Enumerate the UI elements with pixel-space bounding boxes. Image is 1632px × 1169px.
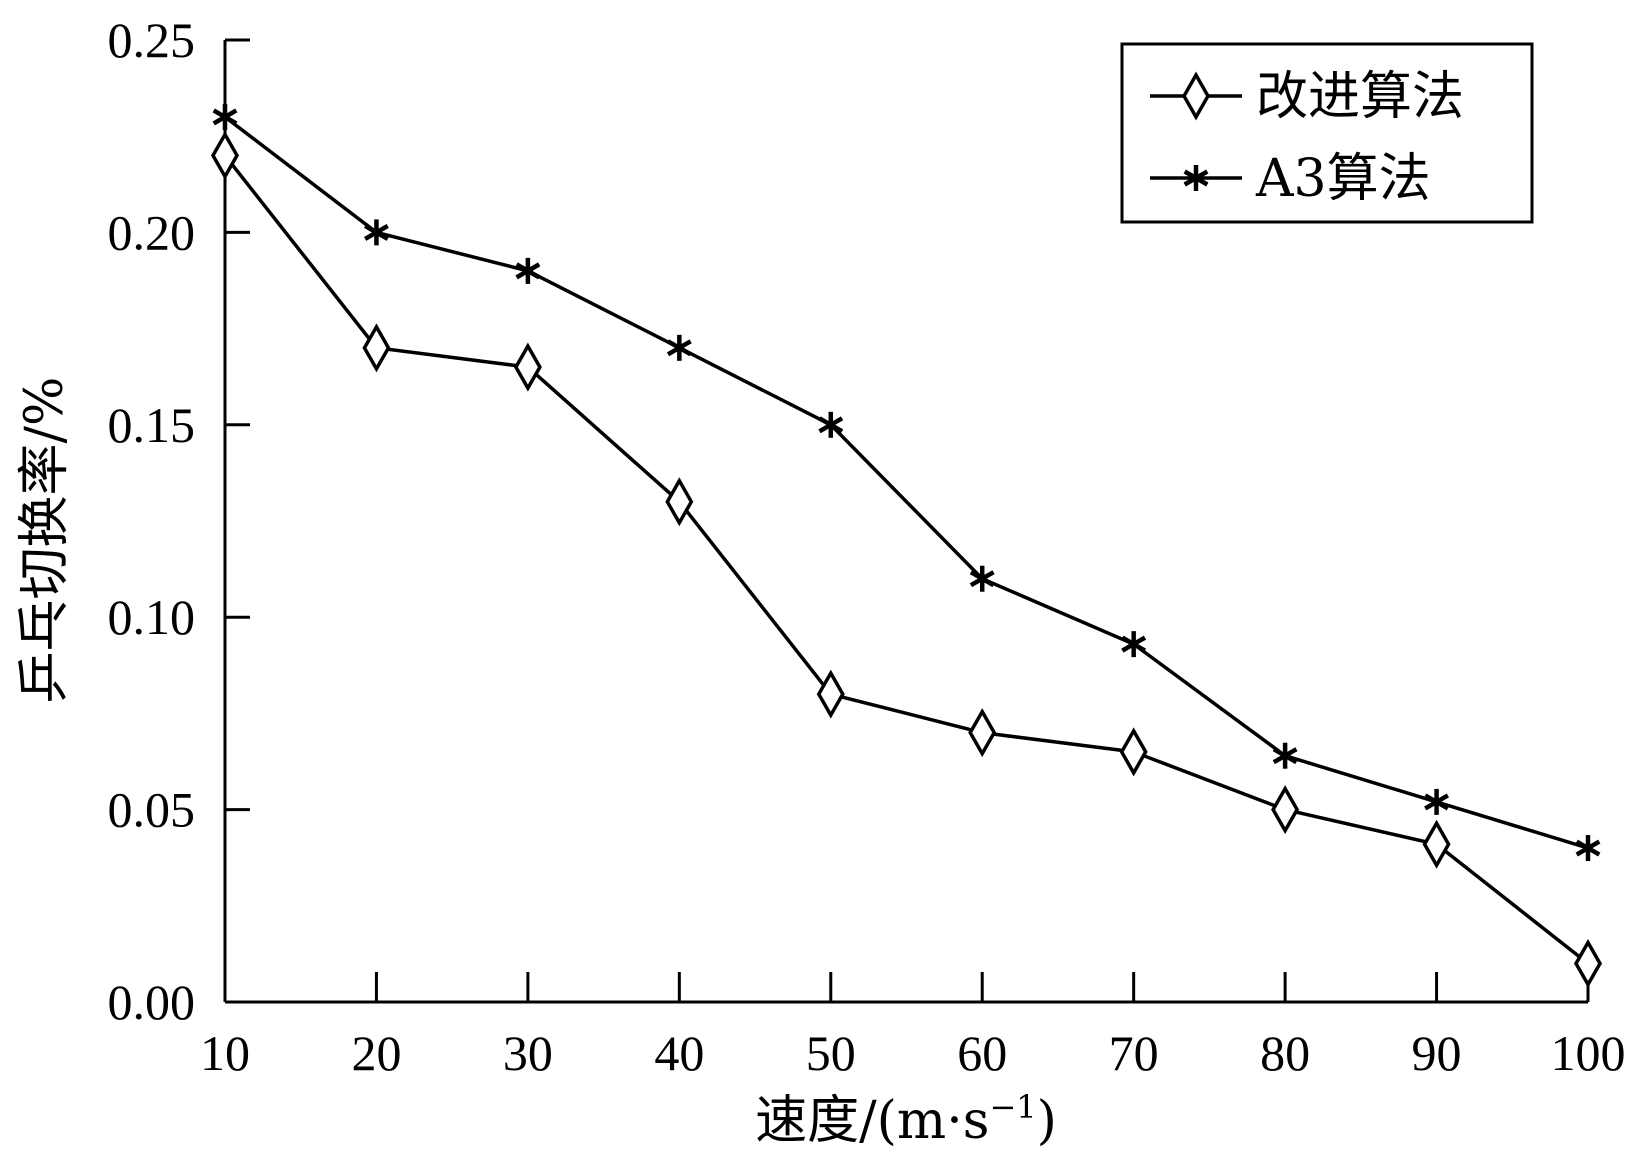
data-point-diamond xyxy=(362,323,391,373)
x-tick-label: 10 xyxy=(200,1025,250,1081)
x-tick-label: 80 xyxy=(1260,1025,1310,1081)
y-tick-label: 0.00 xyxy=(108,974,196,1030)
y-ticks: 0.00 0.05 0.10 0.15 0.20 0.25 xyxy=(108,12,250,1030)
x-tick-label: 90 xyxy=(1412,1025,1462,1081)
data-point-asterisk xyxy=(969,565,995,592)
x-axis-title-close: ) xyxy=(1037,1091,1057,1151)
legend-box xyxy=(1120,42,1534,224)
data-point-diamond xyxy=(665,477,694,527)
x-tick-label: 30 xyxy=(503,1025,553,1081)
x-tick-label: 40 xyxy=(654,1025,704,1081)
legend-label: A3算法 xyxy=(1255,149,1431,209)
data-point-diamond xyxy=(1573,938,1603,989)
legend-item: A3算法 xyxy=(1150,149,1431,209)
legend-item: 改进算法 xyxy=(1150,67,1464,127)
y-axis-title: 乒乓切换率/% xyxy=(15,377,75,704)
data-point-diamond xyxy=(210,130,240,180)
data-point-diamond xyxy=(1422,819,1451,869)
data-point-diamond xyxy=(1271,785,1300,835)
data-point-diamond xyxy=(513,342,542,392)
x-axis-title-superscript: −1 xyxy=(989,1088,1036,1126)
axes xyxy=(223,40,1588,1004)
data-point-diamond xyxy=(816,669,845,719)
y-tick-label: 0.15 xyxy=(108,397,196,453)
y-tick-label: 0.25 xyxy=(108,12,196,68)
legend: 改进算法 A3算法 xyxy=(1120,42,1534,224)
x-ticks: 10 20 30 40 50 60 70 80 90 100 xyxy=(200,972,1626,1081)
series-2 xyxy=(212,103,1601,862)
series-1 xyxy=(210,130,1603,989)
legend-items: 改进算法 A3算法 xyxy=(1150,67,1464,209)
x-tick-label: 100 xyxy=(1551,1025,1626,1081)
data-point-diamond xyxy=(968,708,997,758)
data-point-asterisk xyxy=(364,219,389,246)
y-tick-label: 0.05 xyxy=(108,782,196,838)
x-tick-label: 70 xyxy=(1109,1025,1159,1081)
x-axis-title: 速度/(m·s−1) xyxy=(755,1088,1057,1151)
data-point-asterisk xyxy=(212,103,238,130)
legend-marker-asterisk xyxy=(1183,165,1209,191)
data-point-diamond xyxy=(1119,727,1148,777)
y-tick-label: 0.20 xyxy=(108,204,196,260)
data-point-asterisk xyxy=(1121,631,1147,658)
series-line xyxy=(223,115,1589,850)
data-point-asterisk xyxy=(1424,788,1449,815)
data-point-asterisk xyxy=(1272,742,1298,769)
legend-label: 改进算法 xyxy=(1256,67,1464,127)
x-tick-label: 50 xyxy=(806,1025,856,1081)
series-line xyxy=(223,154,1590,965)
data-point-asterisk xyxy=(666,334,692,361)
data-point-asterisk xyxy=(515,257,541,284)
legend-marker-diamond xyxy=(1181,71,1211,121)
x-tick-label: 20 xyxy=(351,1025,401,1081)
series-layer xyxy=(210,103,1603,989)
x-axis-title-main: 速度/(m·s xyxy=(755,1091,989,1151)
data-point-asterisk xyxy=(1575,835,1601,862)
y-tick-label: 0.10 xyxy=(108,589,196,645)
data-point-asterisk xyxy=(818,411,844,438)
x-tick-label: 60 xyxy=(957,1025,1007,1081)
